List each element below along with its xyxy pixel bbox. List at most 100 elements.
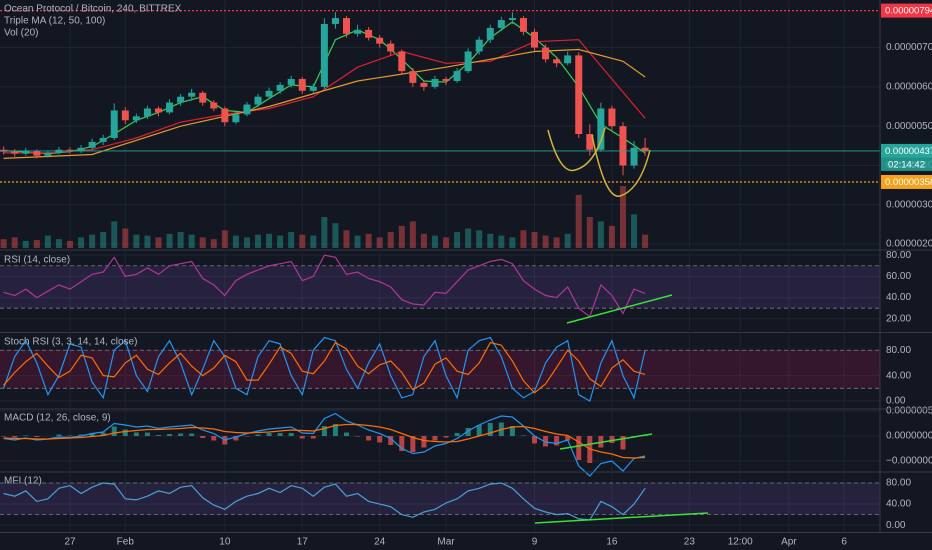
candle-body (475, 39, 483, 52)
volume-bar (631, 214, 638, 248)
candle-body (387, 43, 395, 52)
volume-bar (210, 239, 217, 248)
histogram-bar (233, 436, 239, 441)
y-tick-label: 0.00 (886, 520, 906, 531)
candle-body (497, 20, 505, 28)
moving-average-line (3, 39, 646, 154)
x-tick-label: 24 (374, 537, 386, 548)
histogram-bar (89, 433, 95, 436)
volume-bar (78, 237, 85, 248)
histogram-bar (532, 436, 538, 444)
volume-bar (542, 235, 549, 248)
volume-bar (232, 235, 239, 248)
y-tick-label: 40.00 (886, 370, 911, 381)
y-tick-label: 80.00 (886, 478, 911, 489)
volume-bar (188, 234, 195, 248)
drawing-trendline (566, 294, 673, 324)
x-tick-label: Mar (437, 537, 455, 548)
histogram-bar (509, 426, 515, 436)
histogram-bar (399, 436, 405, 451)
volume-bar (299, 234, 306, 248)
candle-body (121, 110, 129, 121)
drawing-trendline (534, 512, 709, 524)
x-tick-label: 16 (606, 537, 618, 548)
candle-body (508, 18, 516, 21)
candle-body (553, 59, 561, 64)
volume-bar (619, 186, 626, 248)
histogram-bar (255, 434, 261, 436)
candle-body (177, 96, 185, 103)
candle-body (331, 18, 339, 24)
x-tick-label: 27 (64, 537, 76, 548)
candle-body (143, 108, 151, 117)
histogram-bar (244, 436, 250, 437)
indicator-line (3, 412, 646, 477)
volume-bar (520, 230, 527, 248)
volume-bar (177, 232, 184, 248)
indicator-line (3, 482, 646, 521)
volume-bar (398, 225, 405, 248)
candle-body (398, 51, 406, 72)
countdown-label: 02:14:42 (888, 159, 925, 170)
y-tick-label: 20.00 (886, 313, 911, 324)
volume-bar (0, 239, 7, 248)
study-label: Vol (20) (4, 28, 38, 39)
drawing-arc (547, 127, 606, 172)
histogram-bar (67, 435, 73, 436)
volume-bar (443, 237, 450, 248)
indicator-line (3, 341, 646, 394)
histogram-bar (299, 436, 305, 439)
histogram-bar (487, 423, 493, 436)
histogram-bar (432, 436, 438, 441)
histogram-bar (465, 428, 471, 436)
volume-bar (586, 217, 593, 248)
candle-body (342, 18, 350, 34)
candle-body (166, 102, 174, 113)
study-label: Triple MA (12, 50, 100) (4, 16, 105, 27)
drawing-arc (591, 134, 651, 197)
volume-bar (597, 221, 604, 248)
histogram-bar (122, 429, 128, 436)
histogram-bar (543, 436, 549, 447)
x-tick-label: 10 (219, 537, 231, 548)
price-label: 0.00000794 (885, 6, 932, 17)
candle-body (254, 96, 262, 105)
volume-bar (553, 237, 560, 248)
volume-bar (55, 239, 62, 248)
candle-body (564, 55, 572, 64)
candle-body (420, 82, 428, 87)
volume-bar (155, 237, 162, 248)
histogram-bar (421, 436, 427, 448)
candle-body (11, 151, 19, 154)
indicator-line (3, 423, 646, 459)
y-tick-label: 80.00 (886, 250, 911, 261)
candle-body (188, 92, 196, 97)
drawing-trendline (559, 433, 653, 450)
volume-bar (420, 233, 427, 248)
histogram-bar (576, 436, 582, 460)
candle-body (221, 108, 229, 123)
volume-bar (454, 232, 461, 248)
histogram-bar (266, 433, 272, 436)
y-tick-label: 0.00 (886, 396, 906, 407)
candle-body (365, 29, 373, 38)
candle-body (33, 150, 41, 156)
indicator-line (3, 336, 646, 402)
histogram-bar (355, 436, 361, 437)
histogram-bar (377, 436, 383, 443)
volume-bar (243, 237, 250, 248)
histogram-bar (620, 436, 626, 450)
volume-bar (387, 232, 394, 248)
candle-body (99, 137, 107, 142)
histogram-bar (200, 436, 206, 438)
volume-bar (575, 194, 582, 248)
candle-body (132, 116, 140, 121)
drawings (534, 127, 709, 524)
histogram-bar (78, 434, 84, 436)
